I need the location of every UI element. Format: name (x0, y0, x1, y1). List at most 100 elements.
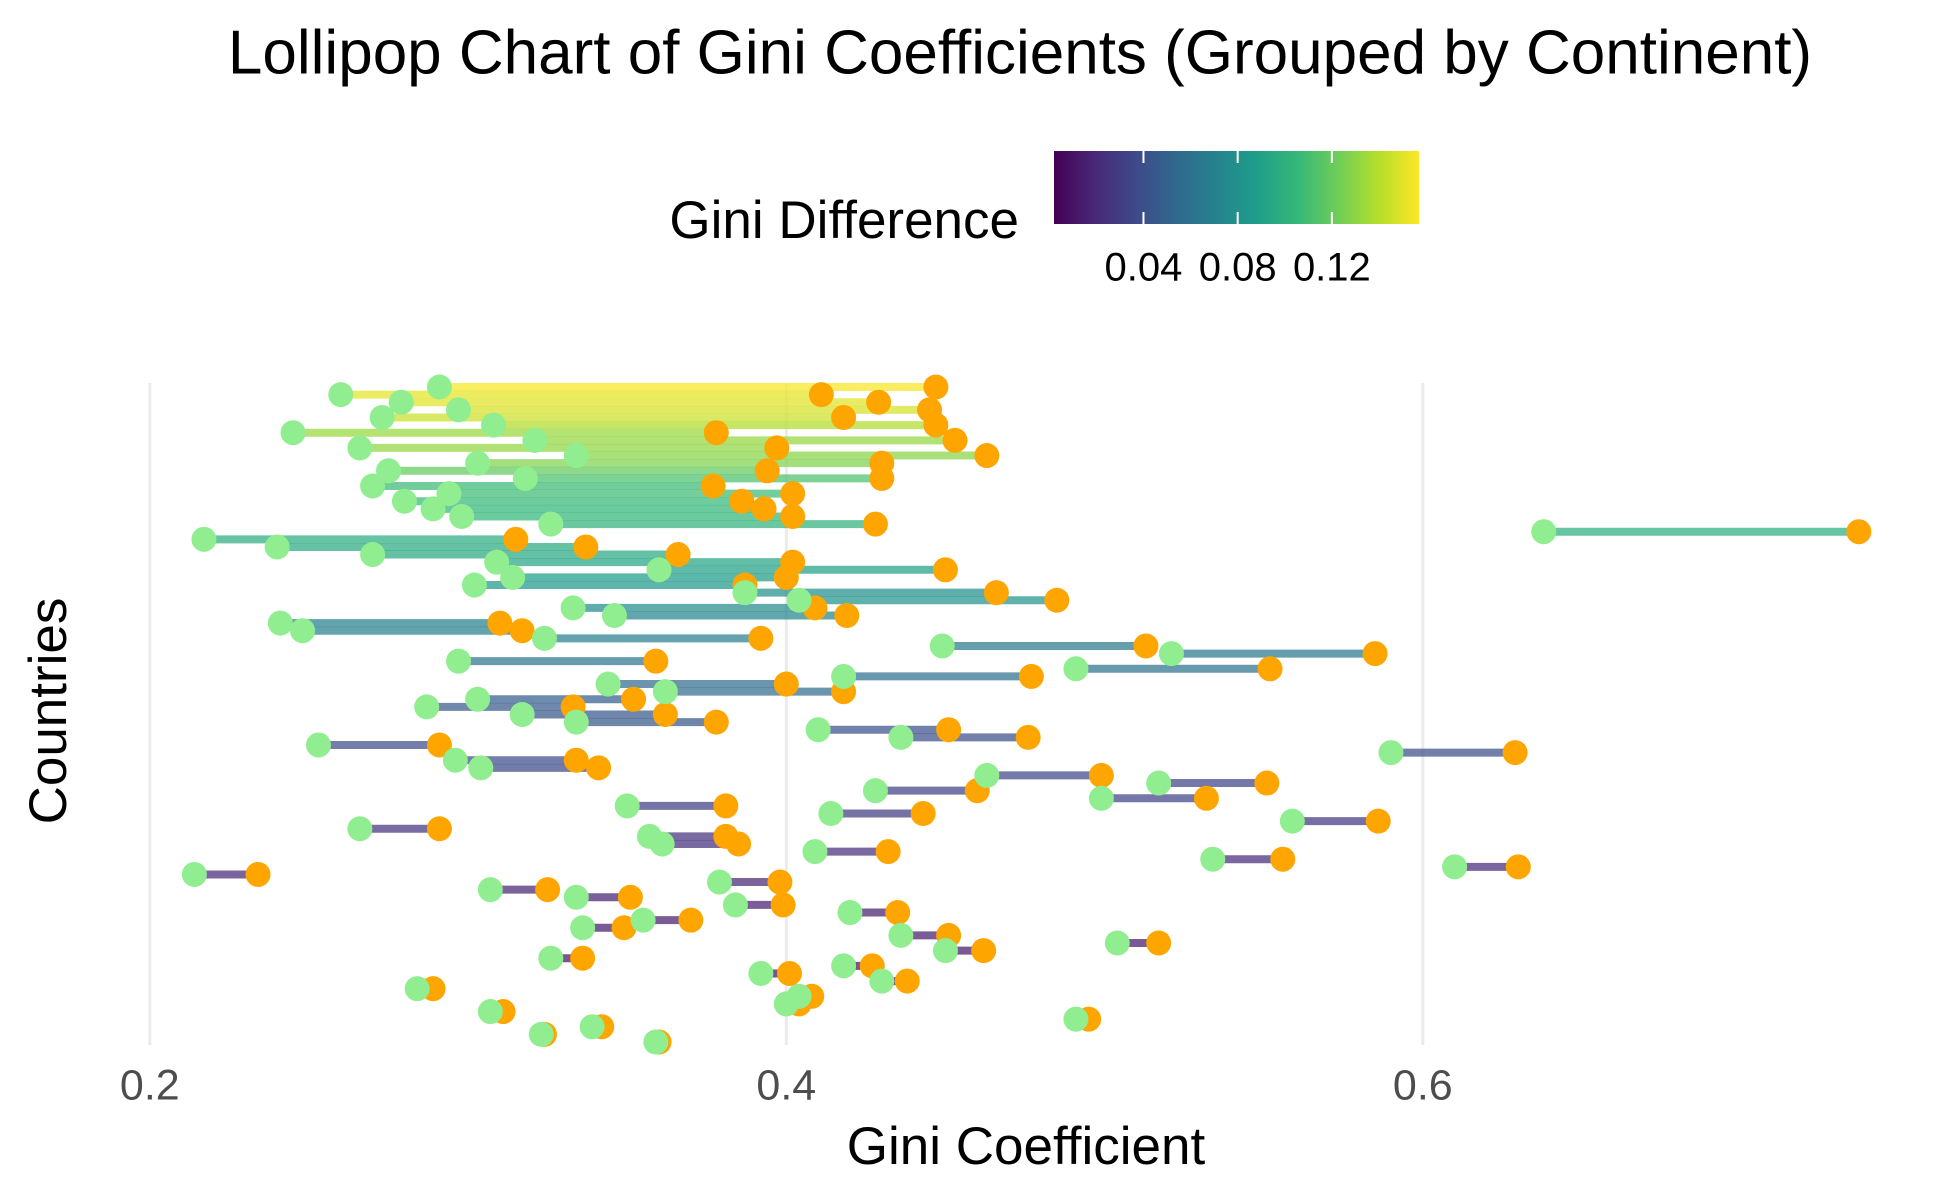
end-dot (780, 503, 806, 529)
start-dot (649, 831, 675, 857)
end-dot (652, 702, 678, 727)
start-dot (888, 922, 914, 948)
end-dot (780, 481, 806, 507)
end-dot (245, 861, 271, 887)
legend-title: Gini Difference (669, 191, 1019, 250)
colorbar-tick-label: 0.12 (1293, 246, 1371, 290)
end-dot (910, 801, 936, 827)
end-dot (611, 915, 637, 941)
end-dot (700, 473, 726, 499)
start-dot (347, 435, 373, 461)
start-dot (929, 633, 955, 659)
end-dot (503, 526, 529, 552)
start-dot (522, 427, 548, 453)
end-dot (773, 671, 799, 697)
end-dot (1254, 770, 1280, 796)
end-dot (1088, 762, 1114, 788)
start-dot (1158, 641, 1184, 667)
start-dot (360, 473, 386, 499)
start-dot (191, 526, 217, 552)
start-dot (1378, 740, 1404, 766)
end-dot (1257, 656, 1283, 682)
start-dot (1200, 846, 1226, 872)
start-dot (360, 542, 386, 568)
start-dot (477, 999, 503, 1025)
end-dot (923, 412, 949, 438)
start-dot (264, 534, 290, 560)
start-dot (531, 625, 557, 651)
end-dot (726, 831, 752, 857)
start-dot (1279, 808, 1305, 834)
end-dot (426, 732, 452, 758)
end-dot (1502, 740, 1528, 766)
start-dot (831, 663, 857, 689)
end-dot (776, 960, 802, 986)
start-dot (831, 953, 857, 979)
start-dot (446, 648, 472, 674)
x-axis-title: Gini Coefficient (847, 1117, 1206, 1176)
end-dot (703, 709, 729, 735)
end-dot (866, 389, 892, 415)
start-dot (595, 671, 621, 697)
start-dot (805, 717, 831, 743)
start-dot (290, 618, 316, 644)
end-dot (535, 877, 561, 903)
end-dot (1365, 808, 1391, 834)
start-dot (468, 755, 494, 781)
start-dot (818, 801, 844, 827)
end-dot (767, 869, 793, 895)
start-dot (538, 945, 564, 971)
start-dot (538, 511, 564, 537)
end-dot (936, 717, 962, 743)
end-dot (942, 427, 968, 453)
start-dot (786, 587, 812, 613)
end-dot (678, 907, 704, 933)
end-dot (617, 884, 643, 910)
colorbar-tick-label: 0.04 (1105, 246, 1183, 290)
end-dot (621, 686, 647, 712)
end-dot (894, 968, 920, 994)
end-dot (1015, 724, 1041, 750)
start-dot (328, 382, 354, 408)
start-dot (280, 420, 306, 446)
end-dot (971, 938, 997, 964)
start-dot (563, 884, 589, 910)
x-tick-label: 0.6 (1393, 1061, 1453, 1109)
start-dot (446, 397, 472, 423)
start-dot (1146, 770, 1172, 796)
start-dot (500, 564, 526, 590)
start-dot (391, 488, 417, 514)
start-dot (862, 778, 888, 804)
start-dot (1442, 854, 1468, 880)
start-dot (512, 465, 538, 491)
start-dot (646, 557, 672, 583)
end-dot (713, 793, 739, 819)
end-dot (764, 435, 790, 461)
start-dot (652, 679, 678, 705)
colorbar (1054, 151, 1419, 224)
start-dot (376, 458, 402, 484)
end-dot (862, 511, 888, 537)
end-dot (1846, 519, 1872, 545)
end-dot (1270, 846, 1296, 872)
start-dot (414, 694, 440, 720)
start-dot (1063, 1006, 1089, 1032)
end-dot (748, 625, 774, 651)
start-dot (773, 991, 799, 1017)
start-dot (420, 496, 446, 522)
start-dot (888, 724, 914, 750)
end-dot (570, 945, 596, 971)
end-dot (773, 564, 799, 590)
end-dot (974, 443, 1000, 469)
end-dot (831, 404, 857, 430)
x-tick-label: 0.4 (756, 1061, 816, 1109)
start-dot (601, 602, 627, 628)
end-dot (1505, 854, 1531, 880)
start-dot (1063, 656, 1089, 682)
start-dot (630, 907, 656, 933)
start-dot (305, 732, 331, 758)
end-dot (1018, 663, 1044, 689)
start-dot (932, 938, 958, 964)
chart-title: Lollipop Chart of Gini Coefficients (Gro… (228, 18, 1812, 87)
start-dot (465, 450, 491, 476)
